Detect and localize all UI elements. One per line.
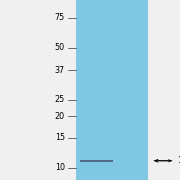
Text: 37: 37 [55, 66, 65, 75]
Bar [80, 160, 112, 162]
Text: 20: 20 [55, 112, 65, 121]
Text: 15: 15 [55, 133, 65, 142]
Text: 75: 75 [55, 13, 65, 22]
Bar [76, 0, 148, 180]
Text: 50: 50 [55, 43, 65, 52]
Text: 11kDa: 11kDa [177, 156, 180, 165]
Text: 10: 10 [55, 163, 65, 172]
Text: 25: 25 [55, 95, 65, 104]
